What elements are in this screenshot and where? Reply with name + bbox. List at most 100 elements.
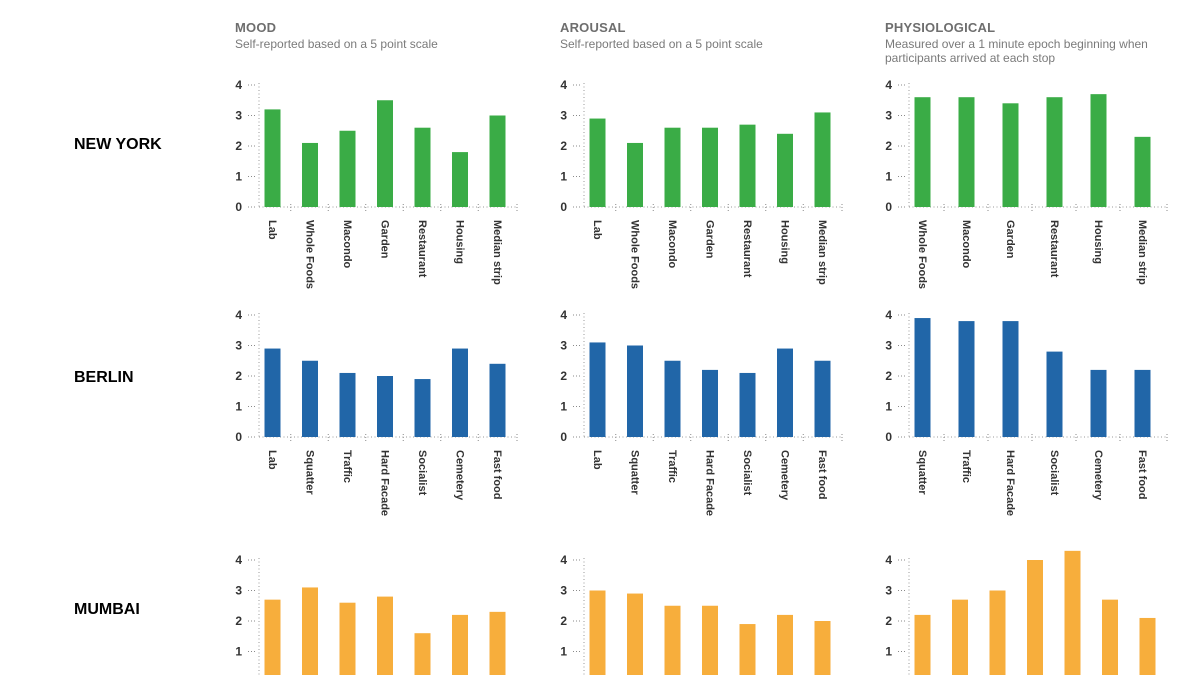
- bar: [302, 142, 318, 207]
- bar: [914, 614, 931, 675]
- bar: [1002, 321, 1019, 437]
- y-tick-label: 0: [560, 200, 567, 214]
- x-category-label: Squatter: [916, 450, 928, 495]
- x-category-label: Hard Facade: [1004, 450, 1016, 516]
- x-category-label: Cemetery: [779, 450, 791, 501]
- bar: [452, 348, 468, 437]
- y-tick-label: 1: [885, 170, 892, 184]
- city-label-new-york: NEW YORK: [74, 136, 162, 153]
- y-tick-label: 3: [560, 584, 567, 598]
- bar: [664, 127, 681, 207]
- bar: [489, 363, 506, 437]
- y-tick-label: 2: [885, 139, 892, 153]
- bar: [377, 596, 393, 675]
- bar: [1134, 136, 1151, 207]
- y-tick-label: 3: [235, 339, 242, 353]
- y-tick-label: 2: [235, 139, 242, 153]
- bar: [489, 611, 506, 675]
- x-category-label: Whole Foods: [629, 220, 641, 289]
- x-category-label: Traffic: [960, 450, 972, 483]
- x-category-label: Garden: [704, 220, 716, 259]
- bar: [739, 624, 756, 675]
- x-category-label: Macondo: [960, 220, 972, 269]
- bar: [452, 152, 468, 207]
- x-category-label: Median strip: [816, 220, 828, 285]
- bar: [452, 614, 468, 675]
- bar: [1090, 94, 1107, 207]
- y-tick-label: 2: [235, 369, 242, 383]
- y-tick-label: 3: [885, 584, 892, 598]
- x-category-label: Macondo: [341, 220, 353, 269]
- bar: [914, 318, 931, 437]
- column-title: MOOD: [235, 20, 277, 35]
- bar: [702, 369, 718, 437]
- y-tick-label: 1: [560, 400, 567, 414]
- x-category-label: Hard Facade: [704, 450, 716, 516]
- bar: [414, 633, 431, 675]
- bar: [664, 605, 681, 675]
- city-label-berlin: BERLIN: [74, 369, 134, 386]
- x-category-label: Socialist: [1048, 450, 1060, 496]
- bar: [264, 109, 281, 207]
- y-tick-label: 2: [560, 139, 567, 153]
- bar: [589, 118, 606, 207]
- x-category-label: Traffic: [666, 450, 678, 483]
- y-tick-label: 2: [560, 369, 567, 383]
- y-tick-label: 3: [560, 109, 567, 123]
- x-category-label: Hard Facade: [379, 450, 391, 516]
- bar: [814, 621, 831, 675]
- bar: [664, 360, 681, 437]
- x-category-label: Lab: [266, 220, 278, 240]
- y-tick-label: 0: [235, 430, 242, 444]
- bar: [264, 348, 281, 437]
- y-tick-label: 1: [885, 400, 892, 414]
- bar: [1046, 97, 1063, 207]
- y-tick-label: 0: [235, 200, 242, 214]
- bar: [958, 97, 975, 207]
- x-category-label: Socialist: [416, 450, 428, 496]
- x-category-label: Lab: [591, 450, 603, 470]
- bar: [914, 97, 931, 207]
- x-category-label: Housing: [454, 220, 466, 264]
- y-tick-label: 4: [885, 553, 892, 567]
- bar: [377, 376, 393, 437]
- y-tick-label: 2: [885, 369, 892, 383]
- bar: [1102, 599, 1118, 675]
- bar: [777, 133, 793, 207]
- bar: [814, 360, 831, 437]
- bar: [814, 112, 831, 207]
- y-tick-label: 0: [885, 430, 892, 444]
- bar: [377, 100, 393, 207]
- column-header-physiological: PHYSIOLOGICAL Measured over a 1 minute e…: [885, 20, 1185, 65]
- y-tick-label: 4: [885, 308, 892, 322]
- x-category-label: Housing: [779, 220, 791, 264]
- x-category-label: Whole Foods: [304, 220, 316, 289]
- x-category-label: Lab: [266, 450, 278, 470]
- x-category-label: Garden: [379, 220, 391, 259]
- y-tick-label: 4: [560, 308, 567, 322]
- y-tick-label: 4: [885, 78, 892, 92]
- x-category-label: Cemetery: [454, 450, 466, 501]
- y-tick-label: 1: [235, 400, 242, 414]
- bar: [739, 124, 756, 207]
- bar: [589, 590, 606, 675]
- column-header-arousal: AROUSAL Self-reported based on a 5 point…: [560, 20, 860, 51]
- y-tick-label: 3: [235, 584, 242, 598]
- y-tick-label: 4: [235, 78, 242, 92]
- bar: [302, 587, 318, 675]
- x-category-label: Restaurant: [1048, 220, 1060, 278]
- y-tick-label: 4: [235, 553, 242, 567]
- y-tick-label: 1: [235, 645, 242, 659]
- column-title: AROUSAL: [560, 20, 626, 35]
- bar: [1002, 103, 1019, 207]
- y-tick-label: 0: [560, 430, 567, 444]
- x-category-label: Socialist: [741, 450, 753, 496]
- bar: [302, 360, 318, 437]
- y-tick-label: 2: [560, 614, 567, 628]
- bar: [989, 590, 1006, 675]
- column-header-mood: MOOD Self-reported based on a 5 point sc…: [235, 20, 535, 51]
- x-category-label: Whole Foods: [916, 220, 928, 289]
- x-category-label: Squatter: [304, 450, 316, 495]
- bar: [1064, 550, 1081, 675]
- column-title: PHYSIOLOGICAL: [885, 20, 996, 35]
